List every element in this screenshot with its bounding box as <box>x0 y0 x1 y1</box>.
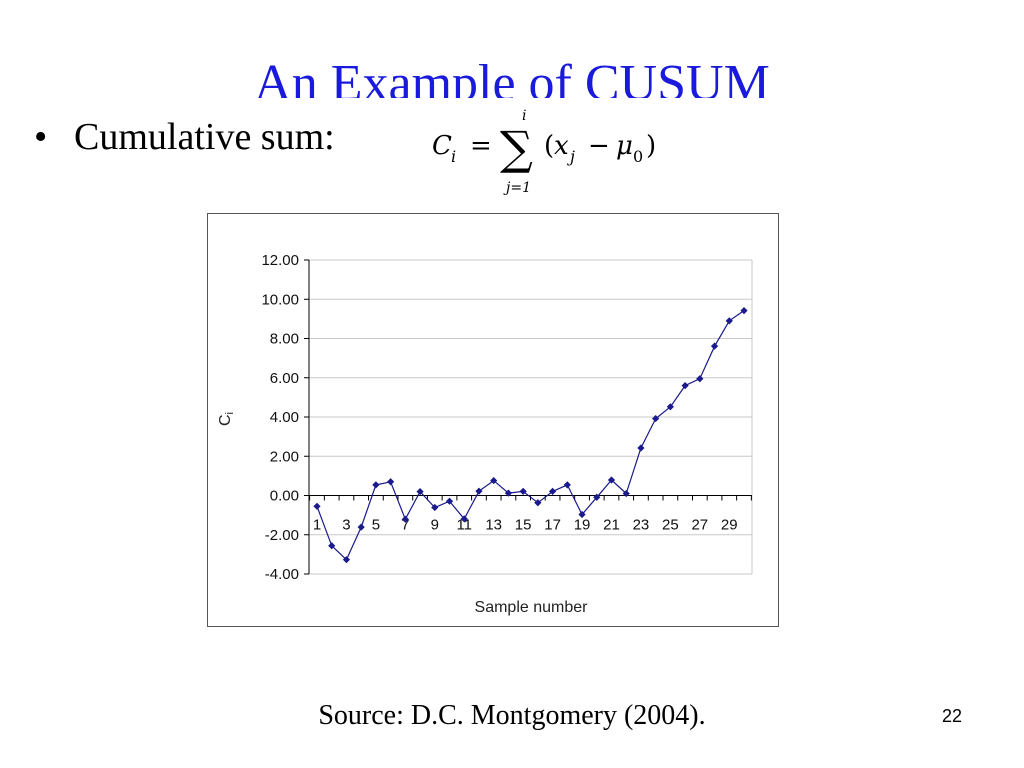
data-point <box>652 414 660 423</box>
data-point <box>504 489 513 497</box>
x-tick-label: 5 <box>372 517 380 534</box>
formula-open-paren: ( <box>544 131 554 161</box>
formula-upper-limit: i <box>522 108 526 124</box>
y-tick-label: 2.00 <box>270 448 299 465</box>
data-point <box>548 487 557 495</box>
series-layer <box>313 307 748 564</box>
slide-title: An Example of CUSUM <box>254 55 770 98</box>
y-tick-label: -4.00 <box>265 566 299 583</box>
formula-mu-sub: 0 <box>633 147 643 166</box>
bullet-item: • Cumulative sum: <box>34 114 335 160</box>
x-tick-label: 27 <box>691 517 708 534</box>
data-point <box>740 307 748 315</box>
data-point <box>445 497 454 505</box>
formula-lhs-sub: i <box>451 147 456 166</box>
formula-lhs: C <box>432 131 452 161</box>
x-tick-label: 25 <box>662 517 679 534</box>
y-tick-label: 12.00 <box>261 252 299 269</box>
y-tick-label: 10.00 <box>261 291 299 308</box>
formula-equals: = <box>470 131 492 161</box>
cusum-chart: 12.00 10.00 8.00 6.00 4.00 2.00 0.00 -2.00 -4.00… <box>217 252 753 616</box>
y-axis-title: Ci <box>217 412 236 426</box>
x-tick-label: 29 <box>721 517 738 534</box>
grid-layer <box>309 259 753 575</box>
data-point <box>431 503 439 512</box>
data-point <box>342 556 351 564</box>
data-point <box>387 478 395 486</box>
data-point <box>710 342 719 350</box>
data-point <box>534 499 542 507</box>
y-tick-label: 6.00 <box>270 370 299 387</box>
data-point <box>622 489 630 498</box>
page-number: 22 <box>941 706 962 726</box>
y-axis-title-main: C <box>217 414 234 426</box>
data-point <box>490 476 498 485</box>
x-tick-label: 3 <box>342 517 350 534</box>
formula-close-paren: ) <box>646 131 656 161</box>
data-point <box>401 515 409 523</box>
bullet-dot: • <box>34 116 48 158</box>
data-point <box>475 487 483 495</box>
data-point <box>460 515 468 523</box>
cusum-formula: C i = i ∑ j=1 ( x j − μ 0 ) <box>432 108 656 196</box>
x-tick-label: 23 <box>633 517 650 534</box>
data-point <box>607 476 616 484</box>
data-point <box>372 481 380 489</box>
x-tick-label: 13 <box>485 517 502 534</box>
source-citation: Source: D.C. Montgomery (2004). <box>318 700 706 731</box>
y-tick-label: -2.00 <box>265 527 299 544</box>
y-tick-label: 4.00 <box>270 409 299 426</box>
data-point <box>593 493 601 501</box>
x-tick-label: 21 <box>603 517 620 534</box>
x-tick-label: 11 <box>456 517 472 534</box>
bullet-text: Cumulative sum: <box>74 116 335 158</box>
formula-x: x <box>554 131 569 161</box>
data-point <box>357 523 365 531</box>
data-point <box>637 444 645 452</box>
x-tick-label: 15 <box>515 517 532 534</box>
chart-frame: 12.00 10.00 8.00 6.00 4.00 2.00 0.00 -2.00 -4.00… <box>207 213 779 627</box>
x-axis-title: Sample number <box>475 599 589 616</box>
data-point <box>666 403 674 411</box>
x-tick-label: 9 <box>431 517 439 534</box>
formula-lower-limit: j=1 <box>503 180 531 196</box>
y-axis-title-sub: i <box>224 412 236 414</box>
data-point <box>313 502 321 510</box>
formula-sum-symbol: ∑ <box>500 121 533 175</box>
axis-layer: 12.00 10.00 8.00 6.00 4.00 2.00 0.00 -2.00 -4.00… <box>261 252 752 583</box>
data-point <box>578 510 586 519</box>
x-tick-label: 19 <box>574 517 591 534</box>
data-point <box>416 487 424 496</box>
y-tick-label: 0.00 <box>270 488 299 505</box>
data-point <box>563 481 571 489</box>
y-tick-label: 8.00 <box>270 331 299 348</box>
formula-x-sub: j <box>567 147 575 166</box>
data-point <box>725 317 733 325</box>
x-tick-label: 7 <box>401 517 409 534</box>
data-point <box>696 375 704 383</box>
data-point <box>681 382 689 390</box>
x-tick-label: 1 <box>313 517 321 534</box>
x-tick-label: 17 <box>544 517 561 534</box>
formula-minus: − <box>588 131 610 161</box>
data-point <box>519 487 527 495</box>
formula-mu: μ <box>616 131 633 161</box>
